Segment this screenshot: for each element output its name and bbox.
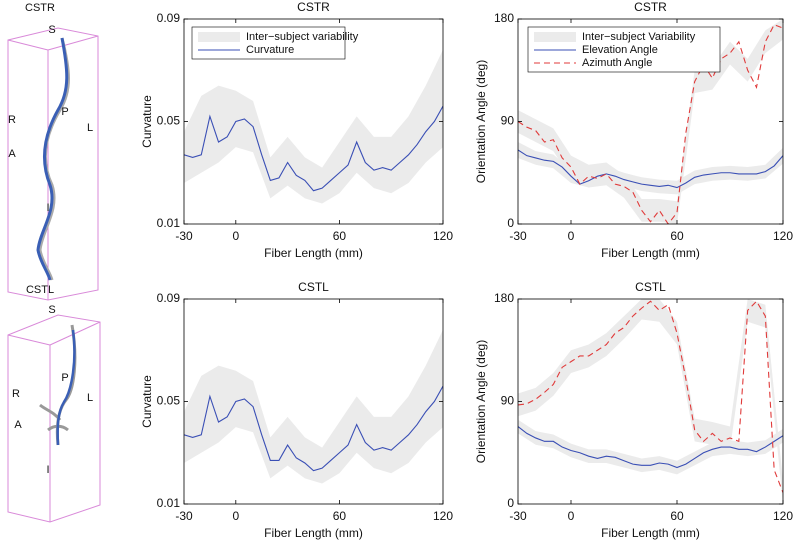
anatomical-label: A	[14, 419, 22, 431]
x-tick-label: 120	[433, 509, 453, 523]
x-tick-label: 0	[232, 509, 239, 523]
y-axis-label: Orientation Angle (deg)	[474, 340, 488, 463]
box-edge	[7, 334, 51, 346]
anatomical-label: I	[46, 202, 49, 214]
data-line	[518, 24, 783, 224]
bounding-box	[7, 314, 101, 523]
x-axis-label: Fiber Length (mm)	[264, 526, 363, 540]
fiber-centerline	[56, 329, 76, 446]
anatomical-label: S	[48, 24, 55, 36]
x-axis-label: Fiber Length (mm)	[601, 526, 700, 540]
chart: -30 0 60 120 0.01 0.05 0.09 CSTL Fiber Length (m…	[140, 280, 453, 540]
y-tick-label: 0.09	[157, 11, 181, 25]
y-tick-label: 0.01	[157, 496, 181, 510]
y-tick-label: 0.09	[157, 291, 181, 305]
data-line	[518, 426, 783, 469]
anatomical-label: R	[12, 388, 20, 400]
x-tick-label: 0	[568, 229, 575, 243]
y-axis-label: Curvature	[140, 375, 154, 428]
anatomical-label: P	[61, 372, 68, 384]
y-tick-label: 90	[501, 114, 515, 128]
box-edge	[7, 39, 49, 51]
y-axis-label: Orientation Angle (deg)	[474, 60, 488, 183]
chart-title: CSTL	[298, 280, 329, 294]
data-line	[518, 300, 783, 493]
y-tick-label: 0.05	[157, 114, 181, 128]
x-axis-label: Fiber Length (mm)	[601, 246, 700, 260]
y-tick-label: 90	[501, 394, 515, 408]
x-tick-label: 60	[670, 509, 684, 523]
anatomical-label: S	[48, 304, 55, 316]
y-tick-label: 0.01	[157, 216, 181, 230]
x-tick-label: 60	[333, 509, 347, 523]
data-line	[184, 105, 443, 192]
chart-title: CSTR	[297, 0, 330, 14]
anatomical-label: P	[61, 106, 68, 118]
anatomical-label: L	[87, 122, 93, 134]
chart: -30 0 60 120 0.01 0.05 0.09 CSTR Fiber Length (m…	[140, 0, 453, 260]
fiber-bundle	[38, 37, 70, 281]
x-tick-label: 120	[773, 229, 793, 243]
legend-label: Curvature	[246, 44, 294, 56]
illustration-title: CSTL	[26, 284, 54, 296]
x-tick-label: 120	[433, 229, 453, 243]
anatomical-label: L	[87, 392, 93, 404]
y-tick-label: 0	[507, 216, 514, 230]
legend-label: Inter−subject Variability	[582, 31, 696, 43]
x-tick-label: -30	[509, 509, 527, 523]
legend-label: Azimuth Angle	[582, 57, 652, 69]
variability-band	[518, 299, 783, 504]
plot-frame	[517, 298, 784, 505]
x-tick-label: 0	[568, 509, 575, 523]
anatomical-label: I	[46, 464, 49, 476]
data-line	[518, 149, 783, 189]
box-edge	[47, 35, 99, 51]
illustration-1	[7, 27, 99, 301]
illustration-2	[7, 314, 101, 523]
legend-label: Elevation Angle	[582, 44, 658, 56]
box-edge	[49, 321, 101, 346]
y-tick-label: 0.05	[157, 394, 181, 408]
y-tick-label: 180	[494, 291, 514, 305]
legend-swatch	[198, 32, 240, 42]
x-tick-label: -30	[175, 229, 193, 243]
data-line	[184, 385, 443, 472]
x-tick-label: -30	[509, 229, 527, 243]
x-axis-label: Fiber Length (mm)	[264, 246, 363, 260]
illustration-title: CSTR	[25, 2, 55, 14]
variability-band	[184, 49, 443, 204]
anatomical-label: A	[8, 148, 16, 160]
fiber-centerline	[36, 37, 69, 281]
y-tick-label: 0	[507, 496, 514, 510]
x-tick-label: -30	[175, 509, 193, 523]
anatomical-label: R	[8, 114, 16, 126]
variability-band	[184, 329, 443, 484]
chart-title: CSTL	[635, 280, 666, 294]
x-tick-label: 0	[232, 229, 239, 243]
legend-label: Inter−subject variability	[246, 31, 359, 43]
chart-title: CSTR	[634, 0, 667, 14]
x-tick-label: 60	[670, 229, 684, 243]
y-axis-label: Curvature	[140, 95, 154, 148]
x-tick-label: 60	[333, 229, 347, 243]
bounding-box	[7, 27, 99, 301]
legend-swatch	[534, 32, 576, 42]
variability-band	[518, 419, 783, 475]
x-tick-label: 120	[773, 509, 793, 523]
y-tick-label: 180	[494, 11, 514, 25]
